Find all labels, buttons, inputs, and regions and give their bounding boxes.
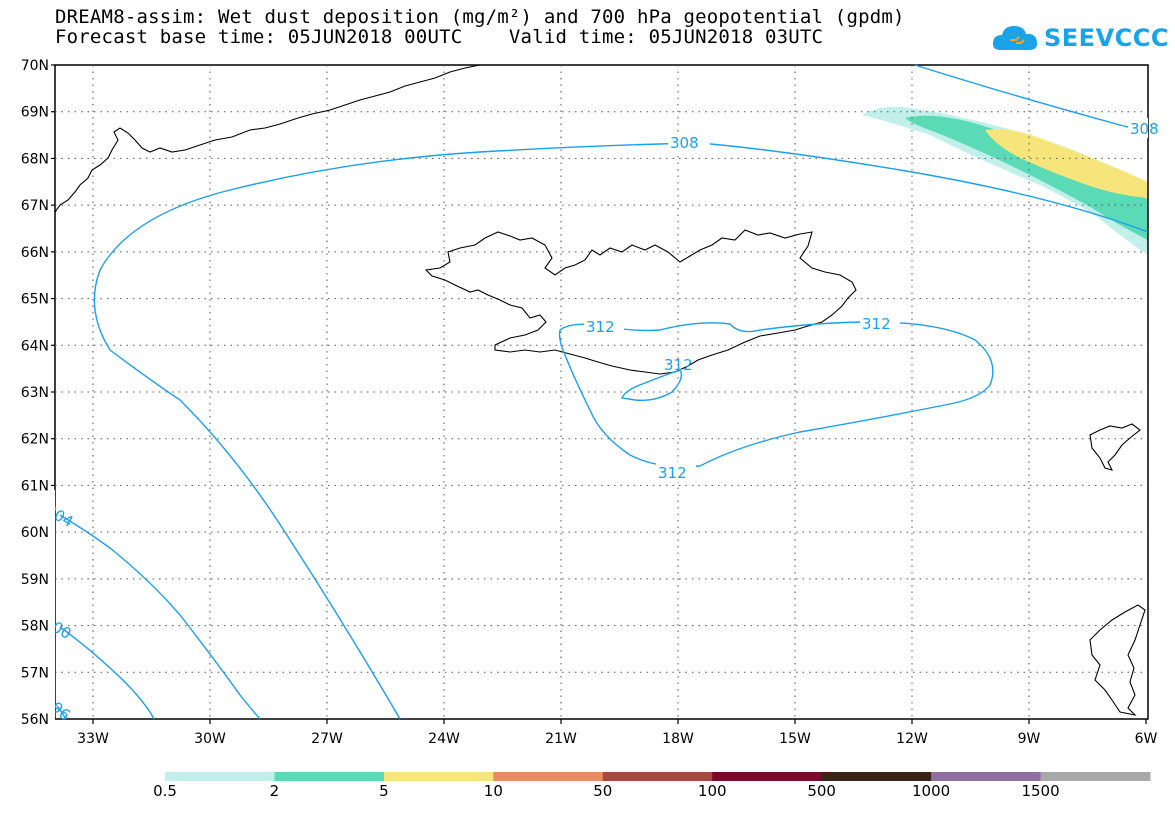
longitude-label: 12W bbox=[896, 731, 928, 747]
latitude-label: 61N bbox=[21, 478, 49, 494]
coastlines bbox=[54, 64, 1146, 716]
longitude-label: 6W bbox=[1135, 731, 1158, 747]
longitude-label: 33W bbox=[77, 731, 109, 747]
legend-threshold-label: 0.5 bbox=[153, 782, 177, 800]
dust-deposition-area bbox=[862, 106, 1148, 255]
contour-label-312-east: 312 bbox=[862, 315, 891, 333]
latitude-label: 58N bbox=[21, 619, 49, 635]
contour-label-312-west: 312 bbox=[586, 318, 615, 336]
longitude-label: 15W bbox=[779, 731, 811, 747]
legend-threshold-label: 10 bbox=[483, 782, 503, 800]
longitude-label: 21W bbox=[545, 731, 577, 747]
contour-312-inner bbox=[621, 369, 683, 402]
latitude-label: 68N bbox=[21, 151, 49, 167]
latitude-label: 69N bbox=[21, 105, 49, 121]
latitude-label: 63N bbox=[21, 385, 49, 401]
seevccc-logo: SEEVCCC bbox=[990, 18, 1169, 58]
latitude-label: 65N bbox=[21, 292, 49, 308]
graticule bbox=[55, 65, 1148, 719]
contour-308 bbox=[93, 142, 1149, 720]
contour-label-308: 308 bbox=[670, 134, 699, 152]
contour-label-312-inner: 312 bbox=[664, 356, 693, 374]
legend-threshold-label: 500 bbox=[807, 782, 836, 800]
latitude-label: 59N bbox=[21, 572, 49, 588]
map-subtitle: Forecast base time: 05JUN2018 00UTC Vali… bbox=[55, 26, 824, 48]
greenland-coast bbox=[54, 64, 481, 213]
latitude-label: 56N bbox=[21, 712, 49, 728]
latitude-label: 60N bbox=[21, 525, 49, 541]
legend-swatch bbox=[602, 772, 713, 781]
contour-304 bbox=[59, 514, 261, 720]
contour-312-main bbox=[558, 321, 994, 468]
contour-label-312-south: 312 bbox=[658, 464, 687, 482]
logo-text: SEEVCCC bbox=[1044, 24, 1169, 52]
cloud-icon bbox=[992, 26, 1038, 50]
faroe-coast bbox=[1089, 423, 1141, 471]
legend-colorbar bbox=[165, 772, 1151, 781]
axis-ticks bbox=[51, 64, 1147, 724]
latitude-label: 70N bbox=[21, 58, 49, 74]
latitude-label: 67N bbox=[21, 198, 49, 214]
longitude-label: 9W bbox=[1018, 731, 1041, 747]
latitude-label: 62N bbox=[21, 432, 49, 448]
legend-swatch bbox=[274, 772, 385, 781]
legend-threshold-label: 1500 bbox=[1021, 782, 1060, 800]
legend-threshold-label: 5 bbox=[379, 782, 389, 800]
latitude-labels-overlay: 70N 69N 68N 67N 66N 65N 64N 63N 62N 61N 60N 59N 58N 5… bbox=[21, 58, 49, 728]
contour-296 bbox=[56, 705, 67, 720]
legend-swatch bbox=[1040, 772, 1151, 781]
longitude-label: 18W bbox=[662, 731, 694, 747]
legend-threshold-label: 2 bbox=[269, 782, 280, 800]
longitude-labels: 33W 30W 27W 24W 21W 18W 15W 12W 9W 6W bbox=[77, 731, 1157, 747]
longitude-label: 27W bbox=[311, 731, 343, 747]
contour-labels: 308 312 312 312 312 308 304 300 296 bbox=[40, 118, 1159, 724]
legend-swatch bbox=[712, 772, 823, 781]
legend-threshold-label: 50 bbox=[593, 782, 613, 800]
legend-swatch bbox=[493, 772, 604, 781]
legend-swatch bbox=[383, 772, 494, 781]
latitude-label: 64N bbox=[21, 338, 49, 354]
iceland-coast bbox=[424, 229, 857, 375]
longitude-label: 30W bbox=[194, 731, 226, 747]
scotland-coast bbox=[1089, 604, 1146, 716]
geopotential-contours bbox=[56, 64, 1149, 720]
legend-swatch bbox=[165, 772, 275, 781]
legend-swatch bbox=[931, 772, 1042, 781]
contour-300 bbox=[59, 626, 155, 720]
latitude-label: 57N bbox=[21, 665, 49, 681]
longitude-label: 24W bbox=[428, 731, 460, 747]
legend-threshold-label: 100 bbox=[697, 782, 727, 800]
latitude-label: 66N bbox=[21, 245, 49, 261]
legend-threshold-label: 1000 bbox=[912, 782, 951, 800]
legend-swatch bbox=[821, 772, 932, 781]
map-title: DREAM8-assim: Wet dust deposition (mg/m²… bbox=[55, 6, 905, 28]
contour-label-308-ne: 308 bbox=[1130, 120, 1159, 138]
